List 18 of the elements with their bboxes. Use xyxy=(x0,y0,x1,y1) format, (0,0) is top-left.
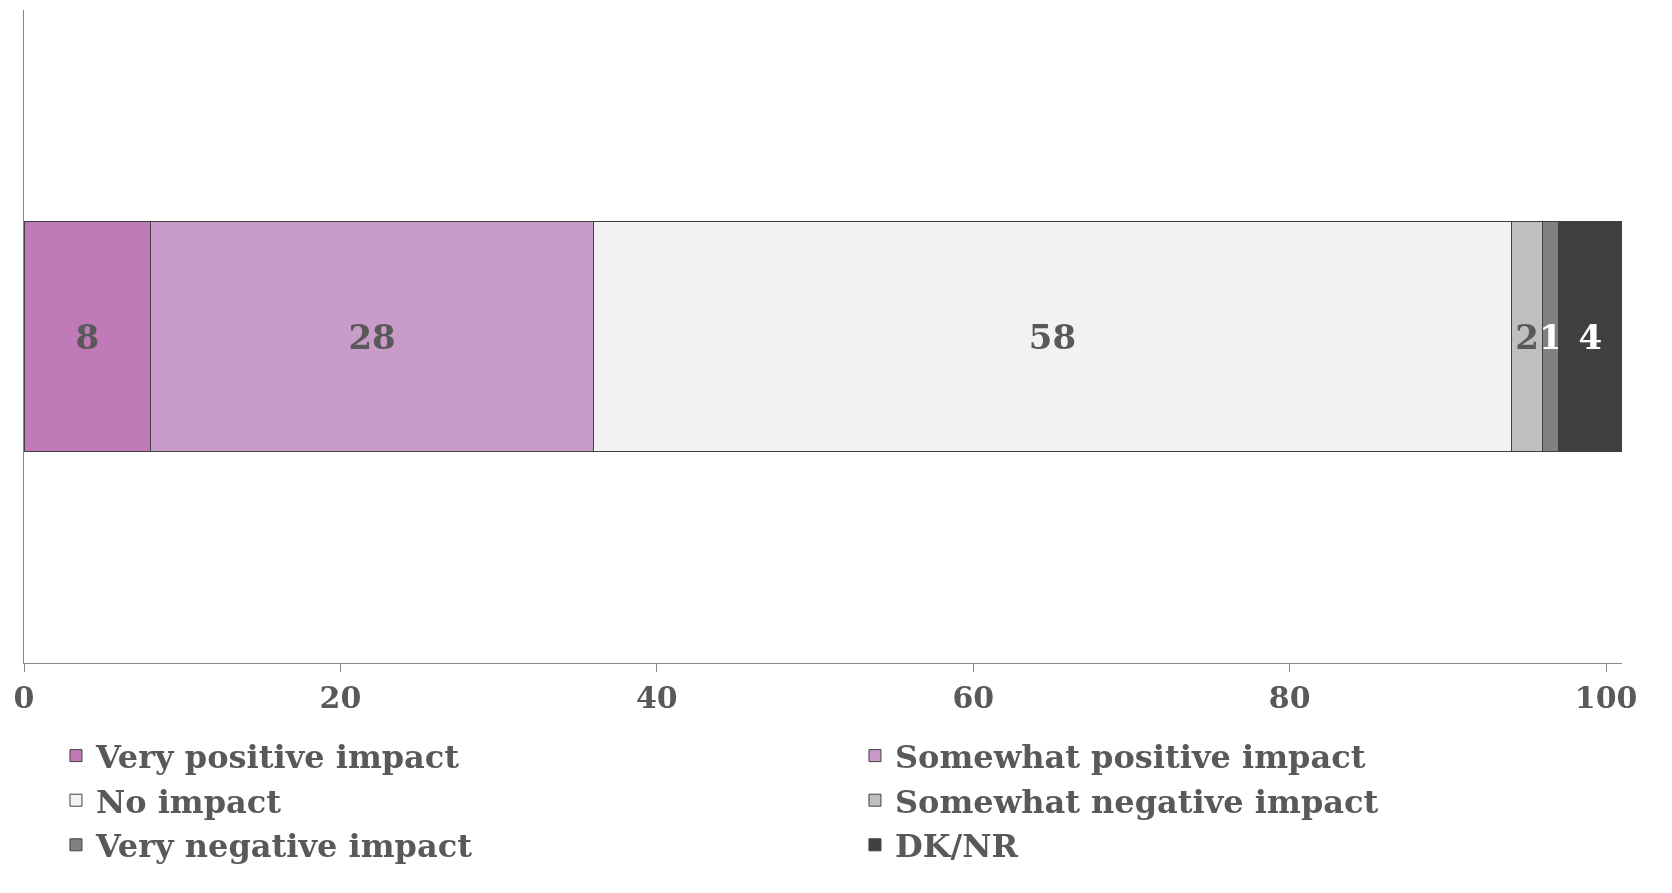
x-tick-label: 20 xyxy=(319,680,362,715)
legend-label: No impact xyxy=(95,782,282,821)
data-label: 2 xyxy=(1515,316,1539,357)
x-tick-label: 40 xyxy=(635,680,678,715)
data-label: 1 xyxy=(1538,316,1563,357)
data-label: 4 xyxy=(1578,316,1603,357)
legend-label: Somewhat positive impact xyxy=(894,738,1366,777)
x-tick-label: 60 xyxy=(952,680,995,715)
data-label: 8 xyxy=(75,316,100,357)
legend-label: DK/NR xyxy=(894,827,1019,866)
data-label: 28 xyxy=(348,316,396,357)
legend-label: Somewhat negative impact xyxy=(894,782,1379,821)
x-tick-label: 0 xyxy=(13,680,35,715)
data-label: 58 xyxy=(1028,316,1077,357)
x-tick-label: 80 xyxy=(1268,680,1311,715)
legend-label: Very positive impact xyxy=(94,738,460,777)
x-tick-label: 100 xyxy=(1574,680,1638,715)
legend-label: Very negative impact xyxy=(94,827,473,866)
